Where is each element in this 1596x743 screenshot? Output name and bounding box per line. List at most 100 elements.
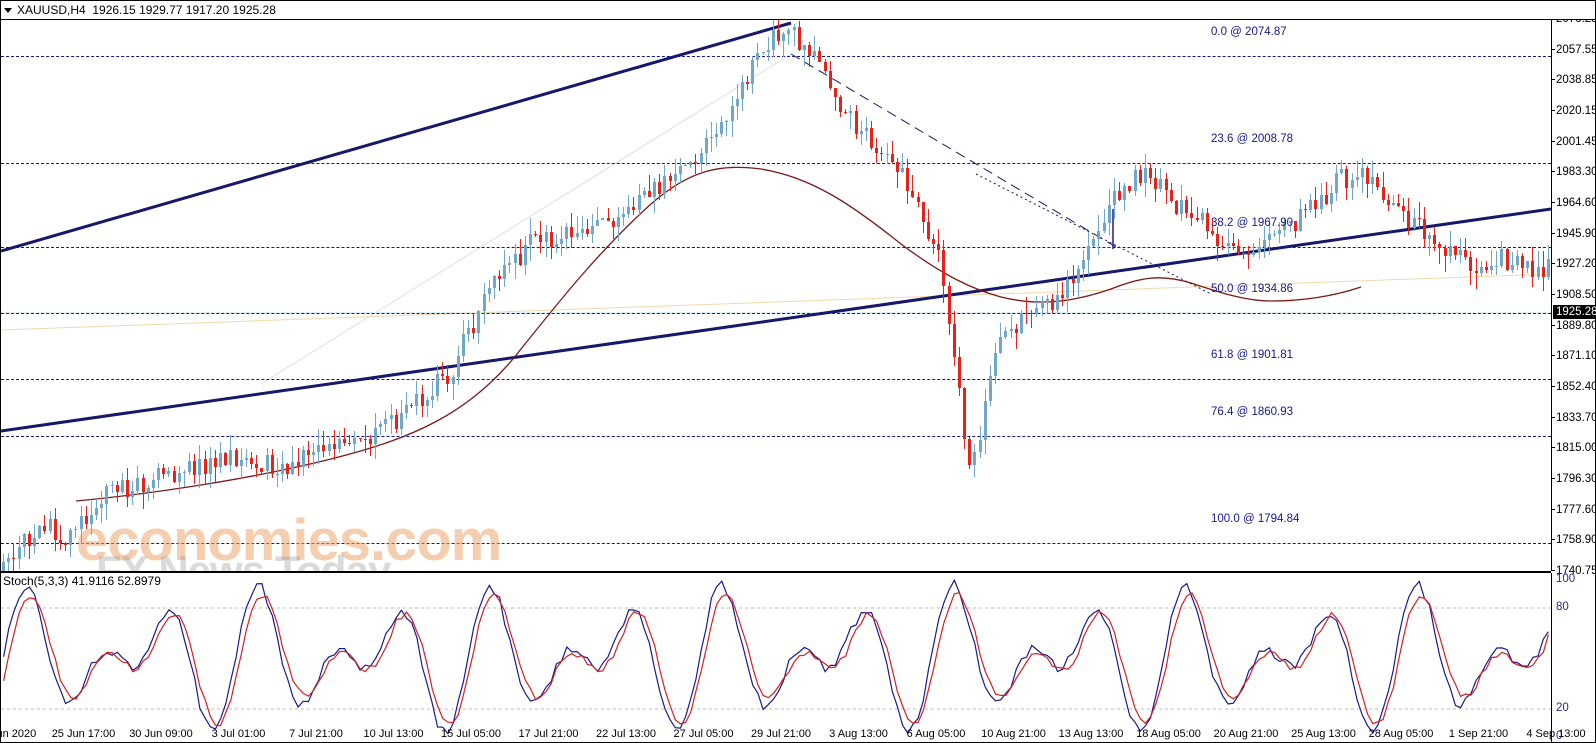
candle-body[interactable] bbox=[1061, 295, 1064, 298]
candle-wick[interactable] bbox=[1026, 297, 1027, 325]
candle-body[interactable] bbox=[896, 162, 899, 172]
candle-body[interactable] bbox=[400, 413, 403, 429]
candle-body[interactable] bbox=[1521, 256, 1524, 269]
candle-body[interactable] bbox=[462, 334, 465, 356]
candle-body[interactable] bbox=[1506, 249, 1509, 270]
candle-wick[interactable] bbox=[323, 431, 324, 457]
candle-body[interactable] bbox=[421, 394, 424, 406]
candle-body[interactable] bbox=[1149, 168, 1152, 178]
candle-body[interactable] bbox=[679, 166, 682, 174]
candle-body[interactable] bbox=[1025, 313, 1028, 314]
candle-body[interactable] bbox=[989, 376, 992, 402]
candle-body[interactable] bbox=[379, 424, 382, 427]
candle-body[interactable] bbox=[85, 516, 88, 524]
candle-body[interactable] bbox=[937, 244, 940, 250]
candle-body[interactable] bbox=[596, 220, 599, 226]
candle-body[interactable] bbox=[188, 461, 191, 473]
candle-wick[interactable] bbox=[442, 362, 443, 380]
candle-body[interactable] bbox=[183, 472, 186, 473]
candle-body[interactable] bbox=[446, 376, 449, 384]
candle-body[interactable] bbox=[472, 328, 475, 334]
symbol-dropdown-icon[interactable] bbox=[4, 8, 12, 13]
candle-body[interactable] bbox=[669, 176, 672, 182]
candle-body[interactable] bbox=[1464, 250, 1467, 257]
candle-body[interactable] bbox=[1092, 239, 1095, 246]
candle-body[interactable] bbox=[999, 337, 1002, 353]
candle-body[interactable] bbox=[1366, 168, 1369, 184]
candle-body[interactable] bbox=[1216, 234, 1219, 246]
candle-body[interactable] bbox=[674, 174, 677, 182]
candle-body[interactable] bbox=[229, 450, 232, 465]
candle-body[interactable] bbox=[255, 464, 258, 468]
xaxis-label-7[interactable]: 17 Jul 21:00 bbox=[519, 728, 579, 740]
candle-body[interactable] bbox=[1309, 200, 1312, 210]
candle-body[interactable] bbox=[338, 439, 341, 448]
candle-body[interactable] bbox=[209, 458, 212, 474]
candle-body[interactable] bbox=[1128, 186, 1131, 191]
candle-body[interactable] bbox=[911, 191, 914, 197]
candle-body[interactable] bbox=[1459, 250, 1462, 255]
candle-body[interactable] bbox=[312, 452, 315, 455]
candle-body[interactable] bbox=[1273, 234, 1276, 235]
candle-body[interactable] bbox=[922, 202, 925, 221]
candle-body[interactable] bbox=[1485, 267, 1488, 271]
candle-body[interactable] bbox=[694, 162, 697, 163]
candle-body[interactable] bbox=[467, 328, 470, 334]
candle-body[interactable] bbox=[824, 62, 827, 71]
candle-body[interactable] bbox=[1495, 266, 1498, 267]
candle-body[interactable] bbox=[891, 154, 894, 162]
candle-body[interactable] bbox=[638, 195, 641, 209]
candle-body[interactable] bbox=[632, 207, 635, 210]
candle-body[interactable] bbox=[953, 324, 956, 357]
candle-body[interactable] bbox=[1268, 234, 1271, 240]
candle-wick[interactable] bbox=[1305, 204, 1306, 218]
candle-body[interactable] bbox=[772, 30, 775, 50]
candle-wick[interactable] bbox=[112, 481, 113, 493]
candle-body[interactable] bbox=[942, 250, 945, 286]
candle-wick[interactable] bbox=[1191, 197, 1192, 226]
candle-body[interactable] bbox=[1526, 261, 1529, 268]
candle-body[interactable] bbox=[1345, 169, 1348, 187]
candle-body[interactable] bbox=[1108, 205, 1111, 222]
candle-body[interactable] bbox=[849, 111, 852, 114]
candle-body[interactable] bbox=[157, 468, 160, 480]
candle-body[interactable] bbox=[28, 534, 31, 546]
candle-body[interactable] bbox=[152, 480, 155, 488]
candle-body[interactable] bbox=[1330, 193, 1333, 204]
xaxis-label-17[interactable]: 25 Aug 13:00 bbox=[1291, 728, 1356, 740]
candle-body[interactable] bbox=[767, 50, 770, 53]
candle-body[interactable] bbox=[1500, 249, 1503, 265]
candle-body[interactable] bbox=[1103, 223, 1106, 232]
candle-body[interactable] bbox=[1304, 209, 1307, 210]
candle-body[interactable] bbox=[193, 461, 196, 476]
fib-label-382[interactable]: 38.2 @ 1967.90 bbox=[1211, 217, 1589, 229]
candle-body[interactable] bbox=[1211, 231, 1214, 235]
candle-body[interactable] bbox=[963, 388, 966, 440]
candle-body[interactable] bbox=[917, 197, 920, 203]
candle-body[interactable] bbox=[1221, 246, 1224, 247]
candle-body[interactable] bbox=[844, 112, 847, 113]
candle-body[interactable] bbox=[1320, 195, 1323, 209]
candle-body[interactable] bbox=[426, 400, 429, 407]
candle-body[interactable] bbox=[808, 45, 811, 56]
candle-body[interactable] bbox=[1247, 253, 1250, 255]
candle-body[interactable] bbox=[317, 445, 320, 451]
xaxis-label-8[interactable]: 22 Jul 13:00 bbox=[596, 728, 656, 740]
current-price-label[interactable]: 1925.28 bbox=[1553, 305, 1596, 319]
candle-body[interactable] bbox=[1227, 243, 1230, 247]
fib-label-764[interactable]: 76.4 @ 1860.93 bbox=[1211, 406, 1589, 418]
candle-body[interactable] bbox=[266, 455, 269, 471]
candle-body[interactable] bbox=[798, 27, 801, 50]
xaxis-label-13[interactable]: 10 Aug 21:00 bbox=[981, 728, 1046, 740]
candle-body[interactable] bbox=[503, 265, 506, 280]
candle-body[interactable] bbox=[705, 138, 708, 154]
candle-body[interactable] bbox=[932, 239, 935, 243]
candle-body[interactable] bbox=[198, 459, 201, 475]
candle-body[interactable] bbox=[173, 471, 176, 482]
xaxis-label-15[interactable]: 18 Aug 05:00 bbox=[1136, 728, 1201, 740]
candle-body[interactable] bbox=[1004, 331, 1007, 337]
candle-body[interactable] bbox=[1351, 180, 1354, 188]
candle-body[interactable] bbox=[653, 182, 656, 197]
candle-body[interactable] bbox=[1361, 168, 1364, 176]
candle-body[interactable] bbox=[984, 401, 987, 440]
